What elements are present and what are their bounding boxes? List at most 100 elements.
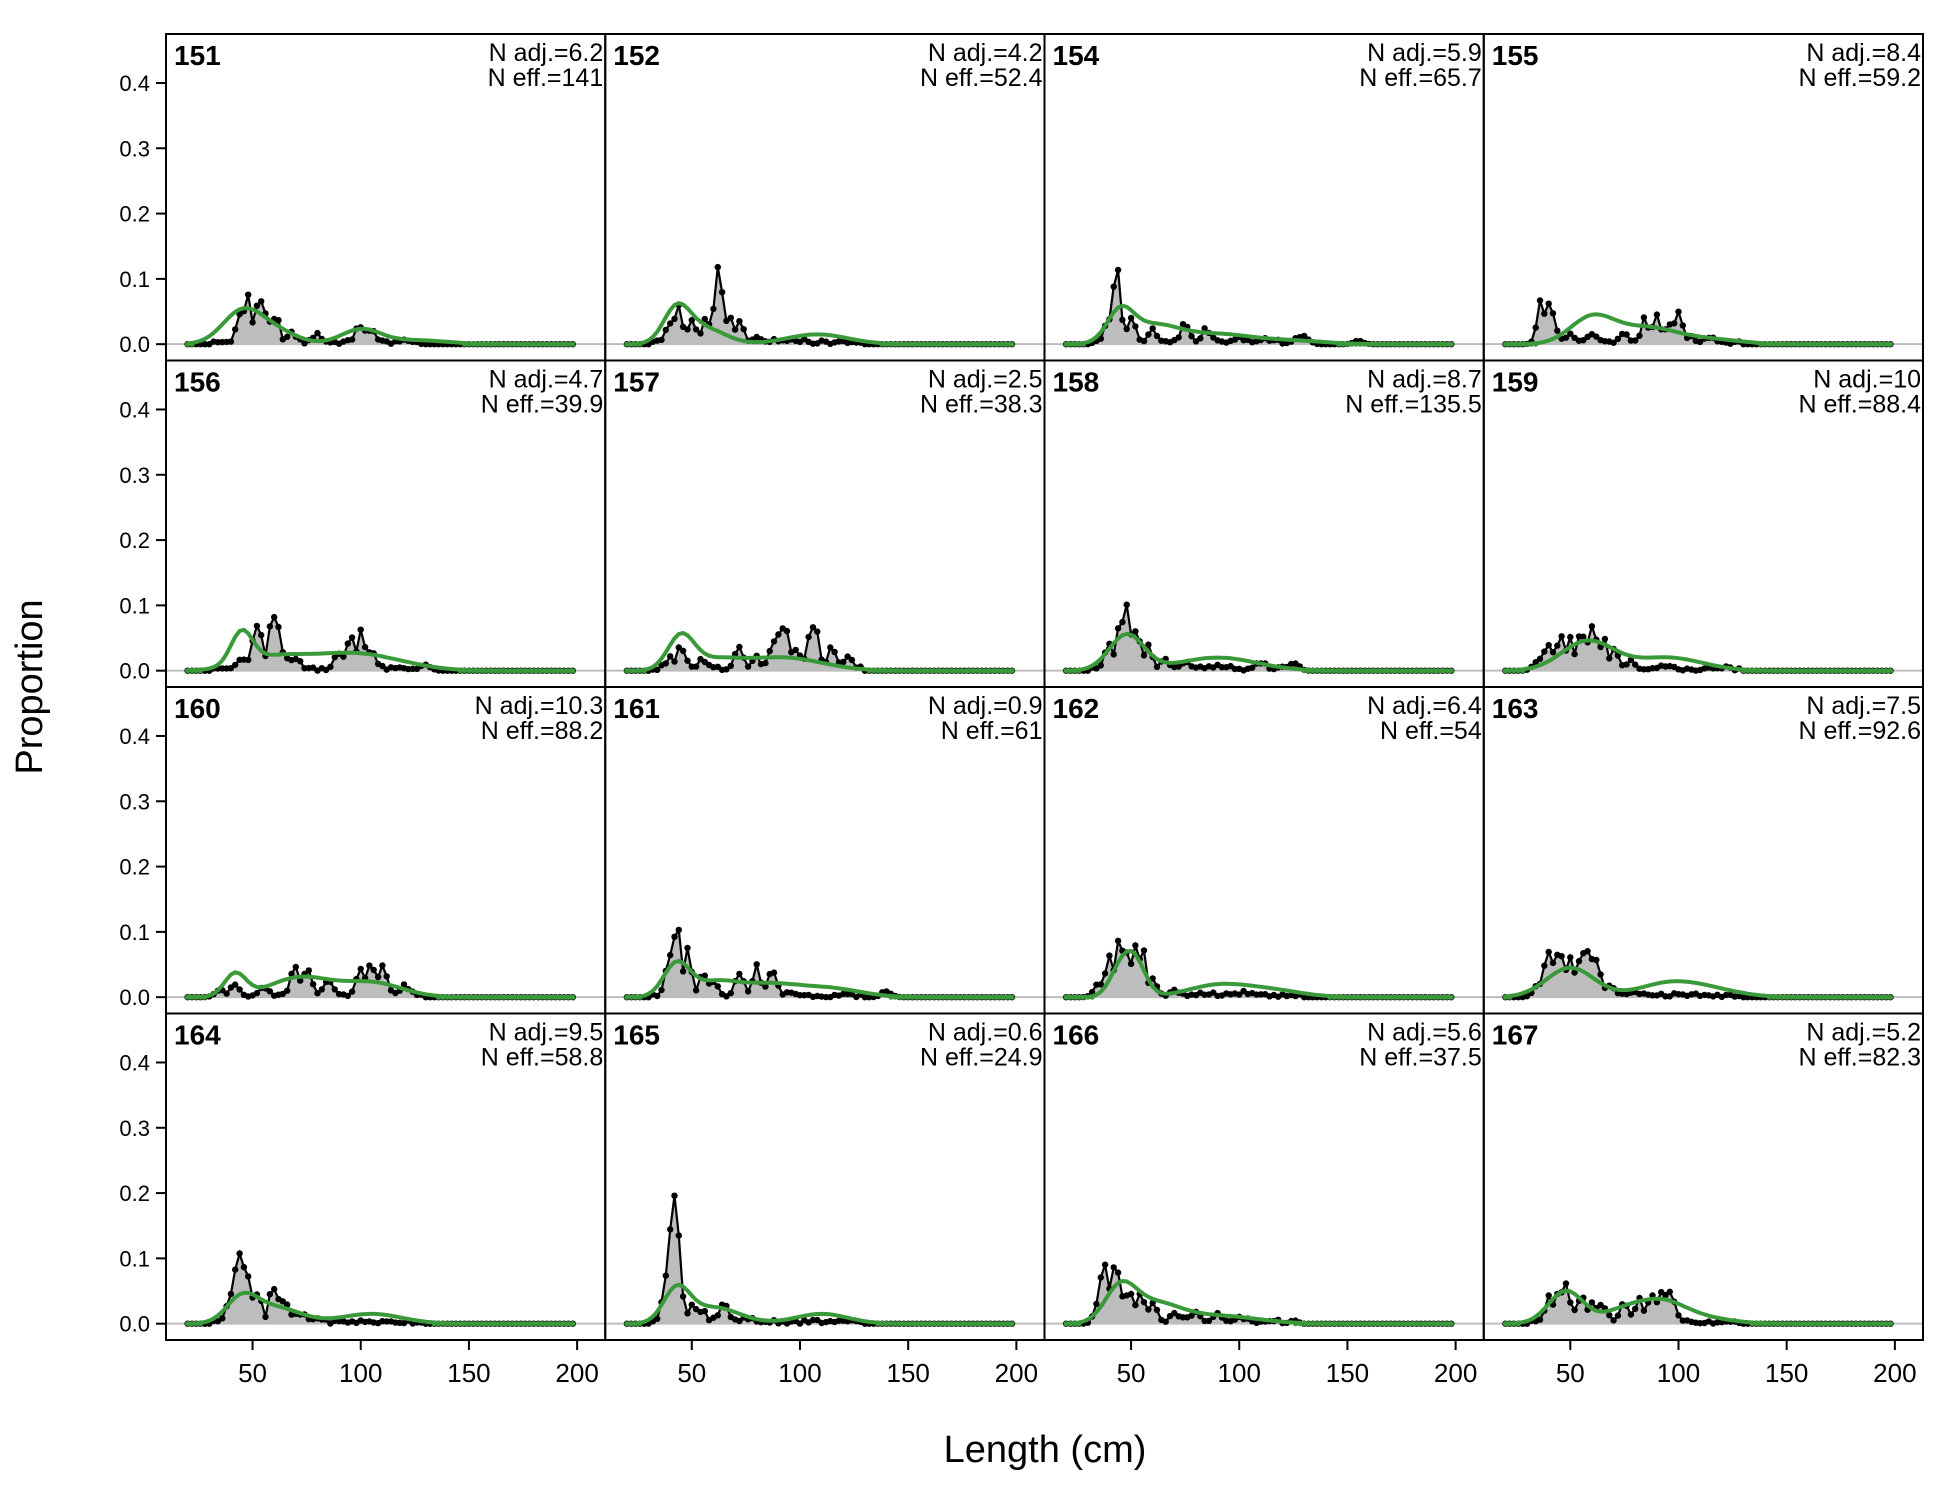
expected-point bbox=[1418, 1321, 1424, 1327]
expected-point bbox=[1340, 994, 1346, 1000]
expected-point bbox=[522, 341, 528, 347]
expected-point bbox=[927, 1321, 933, 1327]
expected-point bbox=[628, 341, 634, 347]
observed-point bbox=[1558, 633, 1565, 640]
n-adj-label: N adj.=10.3 bbox=[475, 692, 604, 720]
observed-point bbox=[1627, 1311, 1635, 1318]
expected-point bbox=[1340, 668, 1346, 674]
expected-point bbox=[526, 341, 533, 347]
observed-point bbox=[1119, 618, 1126, 626]
expected-point bbox=[1792, 1321, 1798, 1327]
expected-point bbox=[492, 994, 498, 1000]
observed-point bbox=[1632, 661, 1639, 668]
observed-point bbox=[675, 926, 682, 934]
expected-point bbox=[1375, 668, 1381, 674]
expected-point bbox=[1766, 1321, 1772, 1327]
expected-point bbox=[1072, 994, 1078, 1000]
expected-point bbox=[565, 341, 572, 347]
n-eff-label: N eff.=24.9 bbox=[920, 1044, 1043, 1072]
observed-point bbox=[344, 640, 351, 647]
observed-point bbox=[671, 933, 678, 940]
expected-point bbox=[987, 668, 994, 674]
expected-point bbox=[1831, 668, 1837, 674]
observed-point bbox=[266, 1291, 274, 1298]
expected-point bbox=[914, 668, 920, 674]
expected-point bbox=[1849, 341, 1855, 347]
expected-point bbox=[970, 668, 976, 674]
expected-point bbox=[1797, 1321, 1803, 1327]
expected-point bbox=[1875, 994, 1881, 1000]
observed-area bbox=[626, 929, 1013, 998]
expected-point bbox=[624, 1321, 630, 1327]
observed-point bbox=[279, 1298, 286, 1305]
expected-point bbox=[1392, 341, 1398, 347]
expected-point bbox=[1831, 994, 1837, 1000]
expected-point bbox=[931, 341, 937, 347]
observed-point bbox=[1093, 1300, 1100, 1308]
n-adj-label: N adj.=6.2 bbox=[489, 39, 604, 67]
expected-point bbox=[1879, 994, 1885, 1000]
expected-point bbox=[896, 994, 903, 1000]
expected-point bbox=[1431, 994, 1437, 1000]
expected-point bbox=[1814, 341, 1820, 347]
expected-point bbox=[1862, 341, 1868, 347]
y-tick-label: 0.2 bbox=[119, 855, 150, 880]
expected-point bbox=[539, 668, 546, 674]
expected-point bbox=[1388, 668, 1394, 674]
expected-point bbox=[918, 341, 924, 347]
expected-point bbox=[1788, 994, 1794, 1000]
x-tick-label: 150 bbox=[1326, 1358, 1369, 1388]
y-tick-label: 0.0 bbox=[119, 1312, 150, 1337]
n-eff-label: N eff.=82.3 bbox=[1798, 1044, 1921, 1072]
expected-point bbox=[1853, 668, 1859, 674]
expected-point bbox=[1797, 668, 1803, 674]
expected-point bbox=[979, 341, 985, 347]
observed-point bbox=[1567, 633, 1574, 641]
expected-point bbox=[483, 341, 489, 347]
observed-point bbox=[1236, 991, 1243, 998]
expected-point bbox=[1401, 341, 1407, 347]
expected-point bbox=[905, 341, 911, 347]
expected-point bbox=[992, 1321, 998, 1327]
observed-point bbox=[1132, 628, 1139, 635]
expected-point bbox=[914, 994, 920, 1000]
observed-area bbox=[187, 294, 573, 345]
expected-point bbox=[953, 1321, 959, 1327]
expected-point bbox=[957, 1321, 963, 1327]
expected-point bbox=[987, 1321, 994, 1327]
observed-point bbox=[1205, 1317, 1213, 1325]
x-tick-label: 150 bbox=[1765, 1358, 1808, 1388]
expected-point bbox=[1427, 994, 1433, 1000]
expected-point bbox=[970, 1321, 976, 1327]
panel-label: 151 bbox=[174, 40, 221, 71]
expected-point bbox=[1301, 668, 1307, 674]
observed-point bbox=[266, 988, 274, 995]
expected-point bbox=[570, 1321, 576, 1327]
expected-point bbox=[1435, 341, 1441, 347]
observed-point bbox=[271, 1285, 278, 1293]
expected-point bbox=[1788, 1321, 1794, 1327]
panel-160: 160 N adj.=10.3N eff.=88.2 bbox=[165, 686, 607, 1015]
expected-point bbox=[1427, 1321, 1433, 1327]
expected-point bbox=[570, 668, 576, 674]
observed-point bbox=[723, 666, 730, 673]
expected-point bbox=[931, 994, 937, 1000]
expected-point bbox=[1000, 994, 1007, 1000]
panel-grid: 151 N adj.=6.2N eff.=141 0.0 0.1 0.2 0.3 0.4 15… bbox=[119, 33, 1924, 1388]
expected-point bbox=[1063, 994, 1069, 1000]
expected-point bbox=[1396, 341, 1402, 347]
expected-point bbox=[637, 668, 643, 674]
observed-point bbox=[1132, 942, 1139, 949]
expected-point bbox=[1862, 1321, 1868, 1327]
observed-point bbox=[1696, 338, 1704, 346]
observed-point bbox=[701, 1307, 708, 1315]
expected-point bbox=[198, 1321, 204, 1327]
observed-point bbox=[1106, 952, 1113, 959]
expected-point bbox=[1875, 1321, 1881, 1327]
expected-point bbox=[1427, 341, 1433, 347]
expected-point bbox=[518, 668, 524, 674]
expected-point bbox=[1310, 668, 1316, 674]
expected-point bbox=[1766, 668, 1772, 674]
observed-point bbox=[701, 315, 708, 323]
expected-point bbox=[496, 994, 502, 1000]
